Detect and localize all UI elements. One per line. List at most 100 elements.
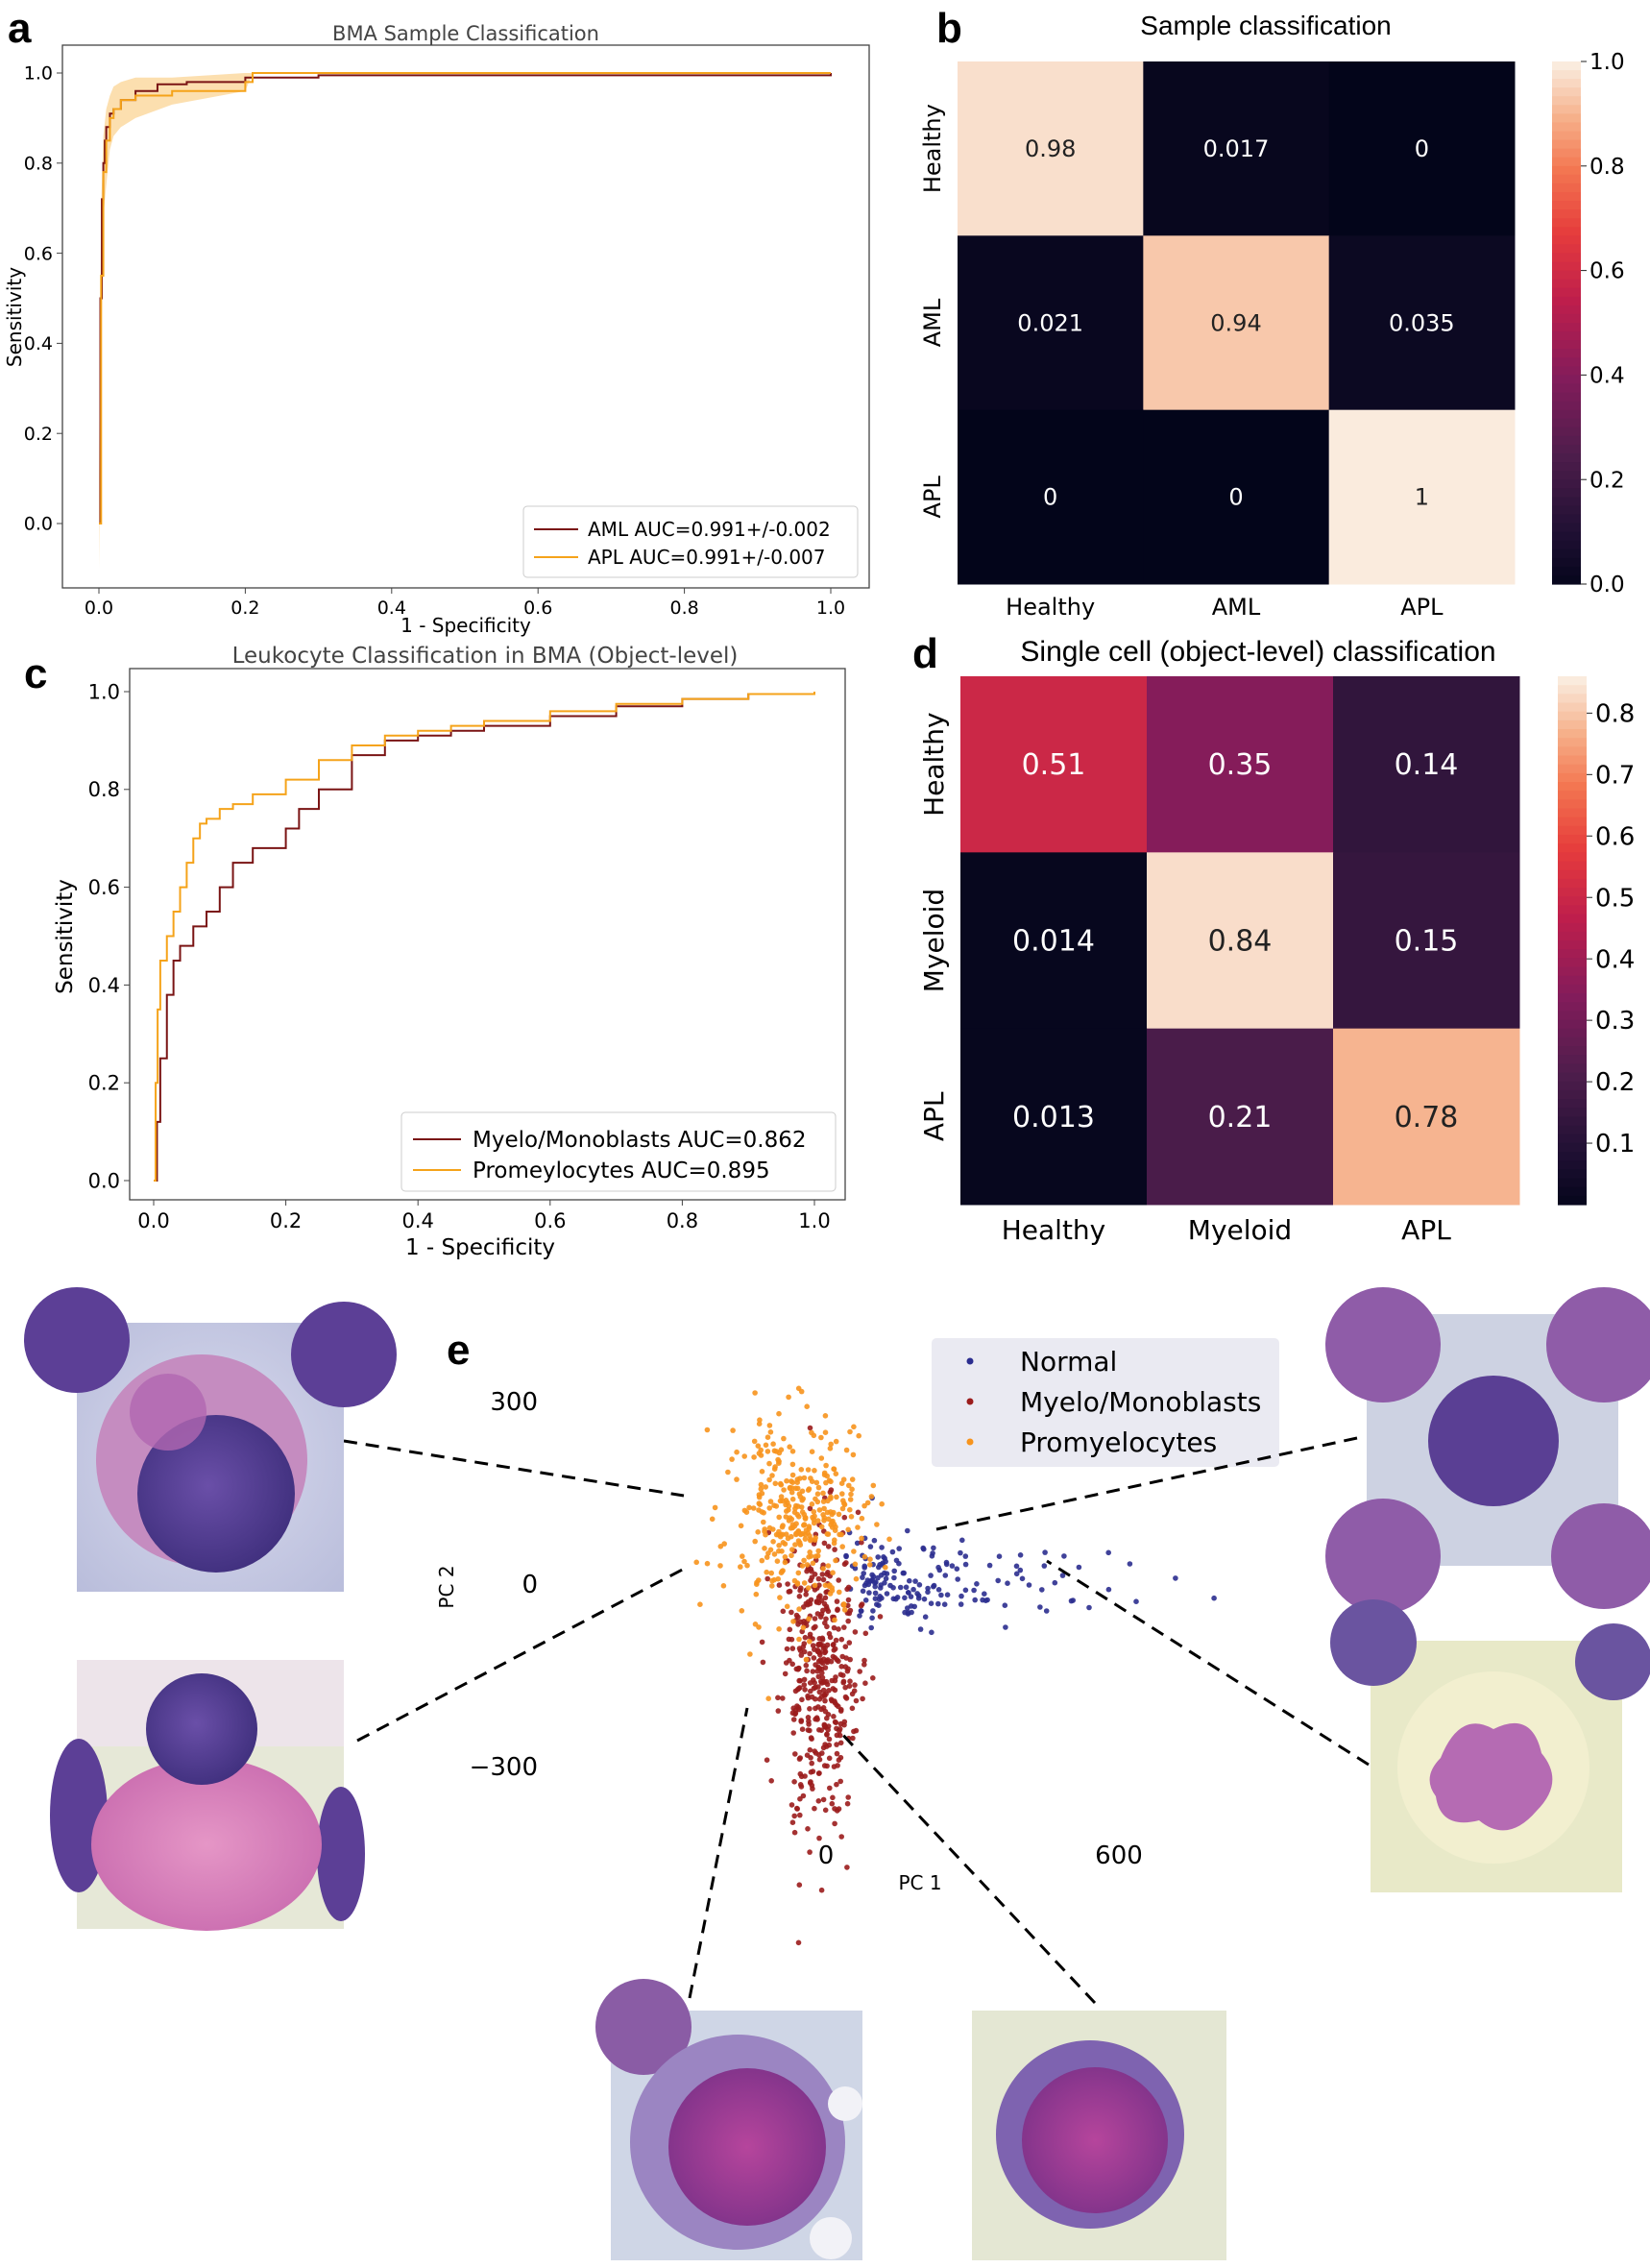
panel-e-point-1-164 <box>818 1727 824 1733</box>
b-colorbar-seg-52 <box>1552 514 1581 524</box>
panel-e-point-2-344 <box>763 1531 768 1538</box>
panel-e-point-0-75 <box>959 1537 965 1544</box>
panel-e-point-2-18 <box>798 1467 805 1473</box>
panel-e-point-2-305 <box>784 1477 789 1484</box>
panel-e-point-0-109 <box>1017 1552 1024 1558</box>
d-cell-r0-c2 <box>1333 676 1520 853</box>
panel-e-point-2-212 <box>802 1531 809 1538</box>
panel-e-point-1-418 <box>824 1606 830 1612</box>
b-colorbar-seg-41 <box>1552 418 1581 428</box>
panel-e-point-2-334 <box>796 1540 803 1546</box>
panel-e-point-2-291 <box>777 1480 784 1487</box>
panel-e-point-2-93 <box>845 1526 851 1533</box>
panel-e-point-2-352 <box>752 1622 759 1627</box>
panel-e-point-2-353 <box>847 1428 853 1435</box>
panel-e-point-2-219 <box>848 1514 855 1520</box>
panel-e-point-0-43 <box>876 1597 883 1602</box>
panel-e-point-0-164 <box>843 1552 849 1559</box>
panel-e-point-1-390 <box>786 1636 792 1643</box>
b-colorbar-label-2: 0.4 <box>1589 363 1625 388</box>
panel-e-point-1-375 <box>850 1735 856 1742</box>
panel-e-point-2-274 <box>775 1575 781 1582</box>
panel-e-point-1-322 <box>803 1600 810 1607</box>
panel-e-point-0-132 <box>958 1593 964 1599</box>
panel-e-point-2-356 <box>776 1458 782 1465</box>
d-colorbar-seg-12 <box>1558 782 1587 792</box>
b-colorbar-seg-21 <box>1552 244 1581 255</box>
panel-e-point-1-365 <box>838 1834 844 1840</box>
panel-e-point-0-148 <box>879 1545 885 1550</box>
b-colorbar-seg-27 <box>1552 296 1581 306</box>
panel-e-point-0-0 <box>1005 1580 1010 1586</box>
panel-e-point-1-61 <box>820 1576 827 1583</box>
panel-e-point-1-306 <box>819 1674 826 1681</box>
panel-e-point-2-61 <box>814 1499 821 1505</box>
d-colorbar-seg-47 <box>1558 1089 1587 1100</box>
a-xtick-label-3: 0.6 <box>523 597 552 619</box>
panel-e-point-0-127 <box>984 1597 990 1603</box>
panel-e-point-2-222 <box>812 1468 817 1474</box>
panel-e-point-1-26 <box>807 1706 813 1712</box>
panel-e-point-1-380 <box>780 1608 787 1615</box>
panel-e-point-2-323 <box>832 1537 837 1543</box>
panel-e-point-2-317 <box>801 1522 808 1527</box>
d-colorbar-seg-36 <box>1558 993 1587 1003</box>
panel-e-point-1-337 <box>764 1575 770 1582</box>
panel-e-point-1-144 <box>843 1655 849 1661</box>
panel-e-point-0-140 <box>929 1629 934 1636</box>
panel-e-point-2-343 <box>779 1569 785 1574</box>
cell-image-promyelocyte-2 <box>50 1660 365 1931</box>
d-colorbar-seg-54 <box>1558 1152 1587 1161</box>
b-colorbar-seg-57 <box>1552 557 1581 568</box>
panel-e-point-0-55 <box>962 1561 969 1568</box>
panel-letter-a: a <box>8 5 32 52</box>
panel-e-point-1-278 <box>828 1696 835 1702</box>
panel-e-point-2-99 <box>825 1563 832 1569</box>
panel-e-point-2-149 <box>824 1509 831 1516</box>
panel-e-point-2-354 <box>879 1500 885 1507</box>
panel-b-title: Sample classification <box>1140 11 1391 40</box>
b-cell-label-r2-c0: 0 <box>1043 484 1057 511</box>
panel-a-roc: 0.0 0.2 0.4 0.6 0.8 1.0 0.0 0.2 0.4 0.6 0.8 1.0 BM… <box>3 22 870 637</box>
panel-e-point-1-369 <box>824 1731 830 1737</box>
panel-e-point-2-232 <box>831 1466 837 1472</box>
panel-e-point-2-331 <box>821 1505 827 1512</box>
panel-e-point-0-98 <box>941 1601 948 1607</box>
panel-letter-b: b <box>936 5 962 52</box>
panel-e-point-1-290 <box>820 1796 827 1803</box>
panel-e-point-1-395 <box>823 1691 829 1697</box>
panel-e-point-2-112 <box>870 1482 877 1489</box>
b-cell-label-r1-c2: 0.035 <box>1389 309 1455 336</box>
panel-e-point-1-172 <box>819 1750 825 1756</box>
panel-e-point-2-141 <box>747 1651 753 1657</box>
panel-a-title: BMA Sample Classification <box>332 22 599 45</box>
panel-e-point-2-119 <box>853 1575 860 1582</box>
panel-e-point-2-264 <box>751 1438 758 1445</box>
panel-e-point-2-293 <box>833 1471 839 1476</box>
panel-e-point-2-127 <box>808 1536 813 1542</box>
panel-e-point-1-103 <box>807 1425 813 1431</box>
panel-e-point-2-298 <box>820 1566 826 1572</box>
b-cell-r2-c0 <box>958 409 1144 585</box>
panel-e-point-2-283 <box>832 1617 837 1623</box>
a-confidence-band <box>99 73 831 569</box>
panel-e-point-2-63 <box>830 1570 836 1575</box>
panel-e-point-1-326 <box>814 1611 821 1617</box>
panel-e-point-1-343 <box>851 1688 858 1694</box>
panel-e-point-1-137 <box>764 1757 770 1763</box>
b-colorbar-seg-9 <box>1552 139 1581 150</box>
b-colorbar-seg-44 <box>1552 444 1581 454</box>
panel-e-point-1-293 <box>825 1726 831 1733</box>
panel-e-point-1-410 <box>798 1585 804 1591</box>
panel-c-xlabel: 1 - Specificity <box>405 1235 555 1260</box>
panel-e-point-2-30 <box>762 1546 767 1551</box>
panel-e-point-2-280 <box>849 1476 856 1482</box>
d-col-label-0: Healthy <box>1002 1214 1106 1246</box>
b-colorbar-seg-35 <box>1552 366 1581 376</box>
panel-e-point-2-7 <box>822 1413 829 1419</box>
b-colorbar-seg-18 <box>1552 218 1581 228</box>
panel-e-point-2-159 <box>725 1469 731 1475</box>
panel-e-point-2-175 <box>783 1514 789 1520</box>
panel-e-point-2-84 <box>730 1427 736 1433</box>
panel-e-point-2-166 <box>837 1589 842 1596</box>
